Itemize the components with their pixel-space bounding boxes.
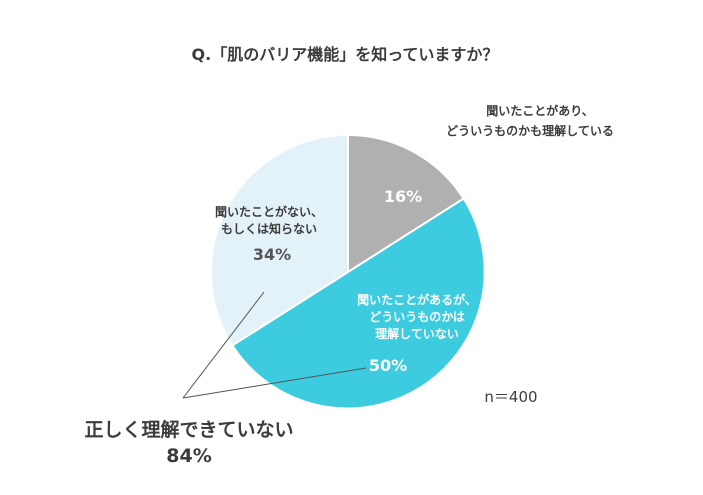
callout-line-1	[182, 291, 265, 399]
slice-1-label-line-1: 聞いたことがあり、	[486, 103, 594, 118]
slice-2-label-line-1: 聞いたことがあるが、	[357, 292, 477, 307]
slice-labels: 聞いたことがあり、どういうものかも理解している 16% 聞いたことがあるが、どういう…	[215, 103, 614, 375]
slice-2-label-line-2: どういうものかは	[369, 310, 465, 324]
pie-slices	[210, 133, 486, 410]
pie-slice-3	[210, 133, 349, 347]
sample-size: n＝400	[484, 388, 537, 406]
slice-1-value-label: 16%	[384, 187, 422, 206]
slice-3-value-label: 34%	[253, 245, 291, 264]
summary-value: 84%	[166, 445, 211, 467]
slice-2-value-label: 50%	[369, 356, 407, 375]
slice-2-label-line-3: 理解していない	[375, 326, 459, 341]
slice-3-label-line-1: 聞いたことがない、	[215, 204, 323, 219]
summary-label: 正しく理解できていない	[84, 418, 293, 441]
callout-line-2	[182, 367, 367, 399]
slice-3-label-line-2: もしくは知らない	[221, 221, 317, 236]
pie-slice-1	[347, 133, 466, 274]
summary-callout-lines	[182, 291, 367, 399]
pie-slice-2	[230, 197, 486, 410]
slice-1-label-line-2: どういうものかも理解している	[446, 123, 614, 138]
chart-title: Q.「肌のバリア機能」を知っていますか？	[192, 45, 499, 64]
